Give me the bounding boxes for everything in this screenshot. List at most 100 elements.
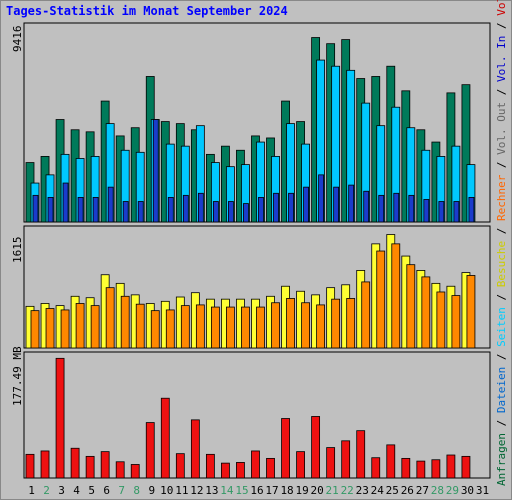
bar-volumen-day-6	[100, 451, 110, 479]
bar-rechner-day-2	[45, 308, 55, 349]
bar-volumen-day-19	[296, 451, 305, 479]
x-tick-label-day-24: 24	[371, 484, 385, 497]
bar-volumen-day-8	[130, 464, 140, 479]
x-tick-label-day-26: 26	[401, 484, 414, 497]
bar-seiten-day-25	[393, 192, 400, 223]
bar-rechner-day-20	[316, 304, 326, 349]
bar-rechner-day-15	[241, 306, 250, 349]
bar-volumen-day-3	[55, 357, 65, 479]
bar-rechner-day-28	[436, 291, 446, 349]
legend-besuche: Besuche	[495, 240, 508, 288]
bar-rechner-day-12	[195, 304, 205, 349]
chart-title: Tages-Statistik im Monat September 2024	[6, 4, 288, 18]
bar-rechner-day-6	[105, 287, 115, 349]
x-tick-label-day-4: 4	[73, 484, 80, 497]
bar-volumen-day-29	[446, 454, 456, 479]
bar-seiten-day-26	[408, 194, 415, 223]
bar-volumen-day-23	[356, 430, 366, 479]
bar-volumen-day-9	[145, 422, 155, 479]
legend-anfragen: Anfragen	[495, 433, 508, 486]
x-tick-label-day-20: 20	[311, 484, 324, 497]
legend-volumen: Volumen	[495, 0, 508, 16]
bar-volumen-day-28	[431, 459, 441, 479]
bar-rechner-day-8	[135, 303, 145, 349]
bar-volumen-day-13	[205, 453, 215, 479]
bar-volumen-day-15	[236, 462, 245, 479]
x-tick-label-day-22: 22	[341, 484, 354, 497]
bar-seiten-day-30	[468, 197, 475, 223]
bar-volumen-day-5	[85, 455, 95, 479]
x-tick-label-day-16: 16	[250, 484, 263, 497]
legend-separator: /	[495, 346, 508, 367]
x-tick-label-day-17: 17	[265, 484, 278, 497]
bar-volumen-day-10	[160, 397, 170, 479]
bar-volumen-day-7	[115, 461, 125, 479]
bar-rechner-day-9	[150, 310, 160, 349]
bar-seiten-day-12	[197, 192, 204, 223]
bar-seiten-day-16	[258, 197, 264, 223]
bar-seiten-day-4	[77, 197, 84, 223]
bar-volumen-day-11	[175, 453, 185, 479]
bar-rechner-day-19	[301, 302, 310, 349]
bar-seiten-day-19	[303, 186, 309, 223]
x-tick-label-day-11: 11	[175, 484, 188, 497]
bar-rechner-day-7	[120, 295, 130, 349]
bar-volumen-day-4	[70, 447, 80, 479]
bar-rechner-day-29	[451, 295, 461, 349]
bar-anfragen-day-30	[461, 84, 471, 223]
bar-rechner-day-18	[286, 298, 295, 349]
bar-volumen-day-18	[281, 418, 290, 479]
bar-seiten-day-15	[243, 203, 249, 223]
x-tick-label-day-7: 7	[118, 484, 125, 497]
bar-rechner-day-22	[346, 298, 356, 349]
x-tick-label-day-29: 29	[446, 484, 459, 497]
legend-separator: /	[495, 413, 508, 434]
bar-volumen-day-25	[386, 444, 396, 479]
bar-seiten-day-20	[318, 174, 325, 223]
x-tick-label-day-23: 23	[356, 484, 369, 497]
x-tick-label-day-1: 1	[28, 484, 35, 497]
bar-rechner-day-1	[30, 310, 40, 349]
bar-seiten-day-5	[92, 197, 99, 223]
bar-volumen-day-27	[416, 460, 426, 479]
bar-seiten-day-6	[107, 186, 114, 223]
bar-rechner-day-24	[376, 250, 386, 349]
x-tick-label-day-28: 28	[431, 484, 444, 497]
bar-seiten-day-9	[152, 119, 159, 223]
bar-rechner-day-16	[256, 306, 265, 349]
bar-volumen-day-1	[25, 453, 35, 479]
bar-rechner-day-4	[75, 303, 85, 349]
x-tick-label-day-30: 30	[461, 484, 474, 497]
bar-seiten-day-10	[167, 197, 174, 223]
x-tick-label-day-2: 2	[43, 484, 50, 497]
legend-vol-out: Vol. Out	[495, 101, 508, 155]
bar-rechner-day-21	[331, 298, 341, 349]
bar-volumen-day-24	[371, 457, 381, 479]
x-tick-label-day-15: 15	[235, 484, 248, 497]
bar-rechner-day-27	[421, 276, 431, 349]
x-tick-label-day-12: 12	[190, 484, 203, 497]
legend-vol-in: Vol. In	[495, 35, 508, 82]
bar-volumen-day-2	[40, 450, 50, 479]
bar-volumen-day-21	[326, 447, 336, 479]
x-tick-label-day-27: 27	[416, 484, 429, 497]
bar-volumen-day-16	[251, 450, 260, 479]
legend-separator: /	[495, 221, 508, 241]
bar-rechner-day-30	[466, 275, 476, 349]
middle-panel-max-label: 1615	[11, 236, 24, 264]
bar-seiten-day-14	[228, 201, 234, 223]
bar-volumen-day-30	[461, 455, 471, 479]
bar-seiten-day-29	[453, 201, 460, 223]
x-tick-label-day-10: 10	[160, 484, 173, 497]
x-tick-label-day-13: 13	[205, 484, 218, 497]
x-tick-label-day-14: 14	[220, 484, 234, 497]
bar-rechner-day-11	[180, 305, 190, 349]
x-tick-label-day-21: 21	[326, 484, 339, 497]
legend-separator: /	[495, 81, 508, 102]
x-tick-label-day-6: 6	[103, 484, 110, 497]
right-legend: Anfragen / Dateien / Seiten / Besuche / …	[495, 0, 508, 486]
bottom-panel-max-label: 177.49 MB	[11, 346, 24, 406]
x-tick-label-day-5: 5	[88, 484, 95, 497]
